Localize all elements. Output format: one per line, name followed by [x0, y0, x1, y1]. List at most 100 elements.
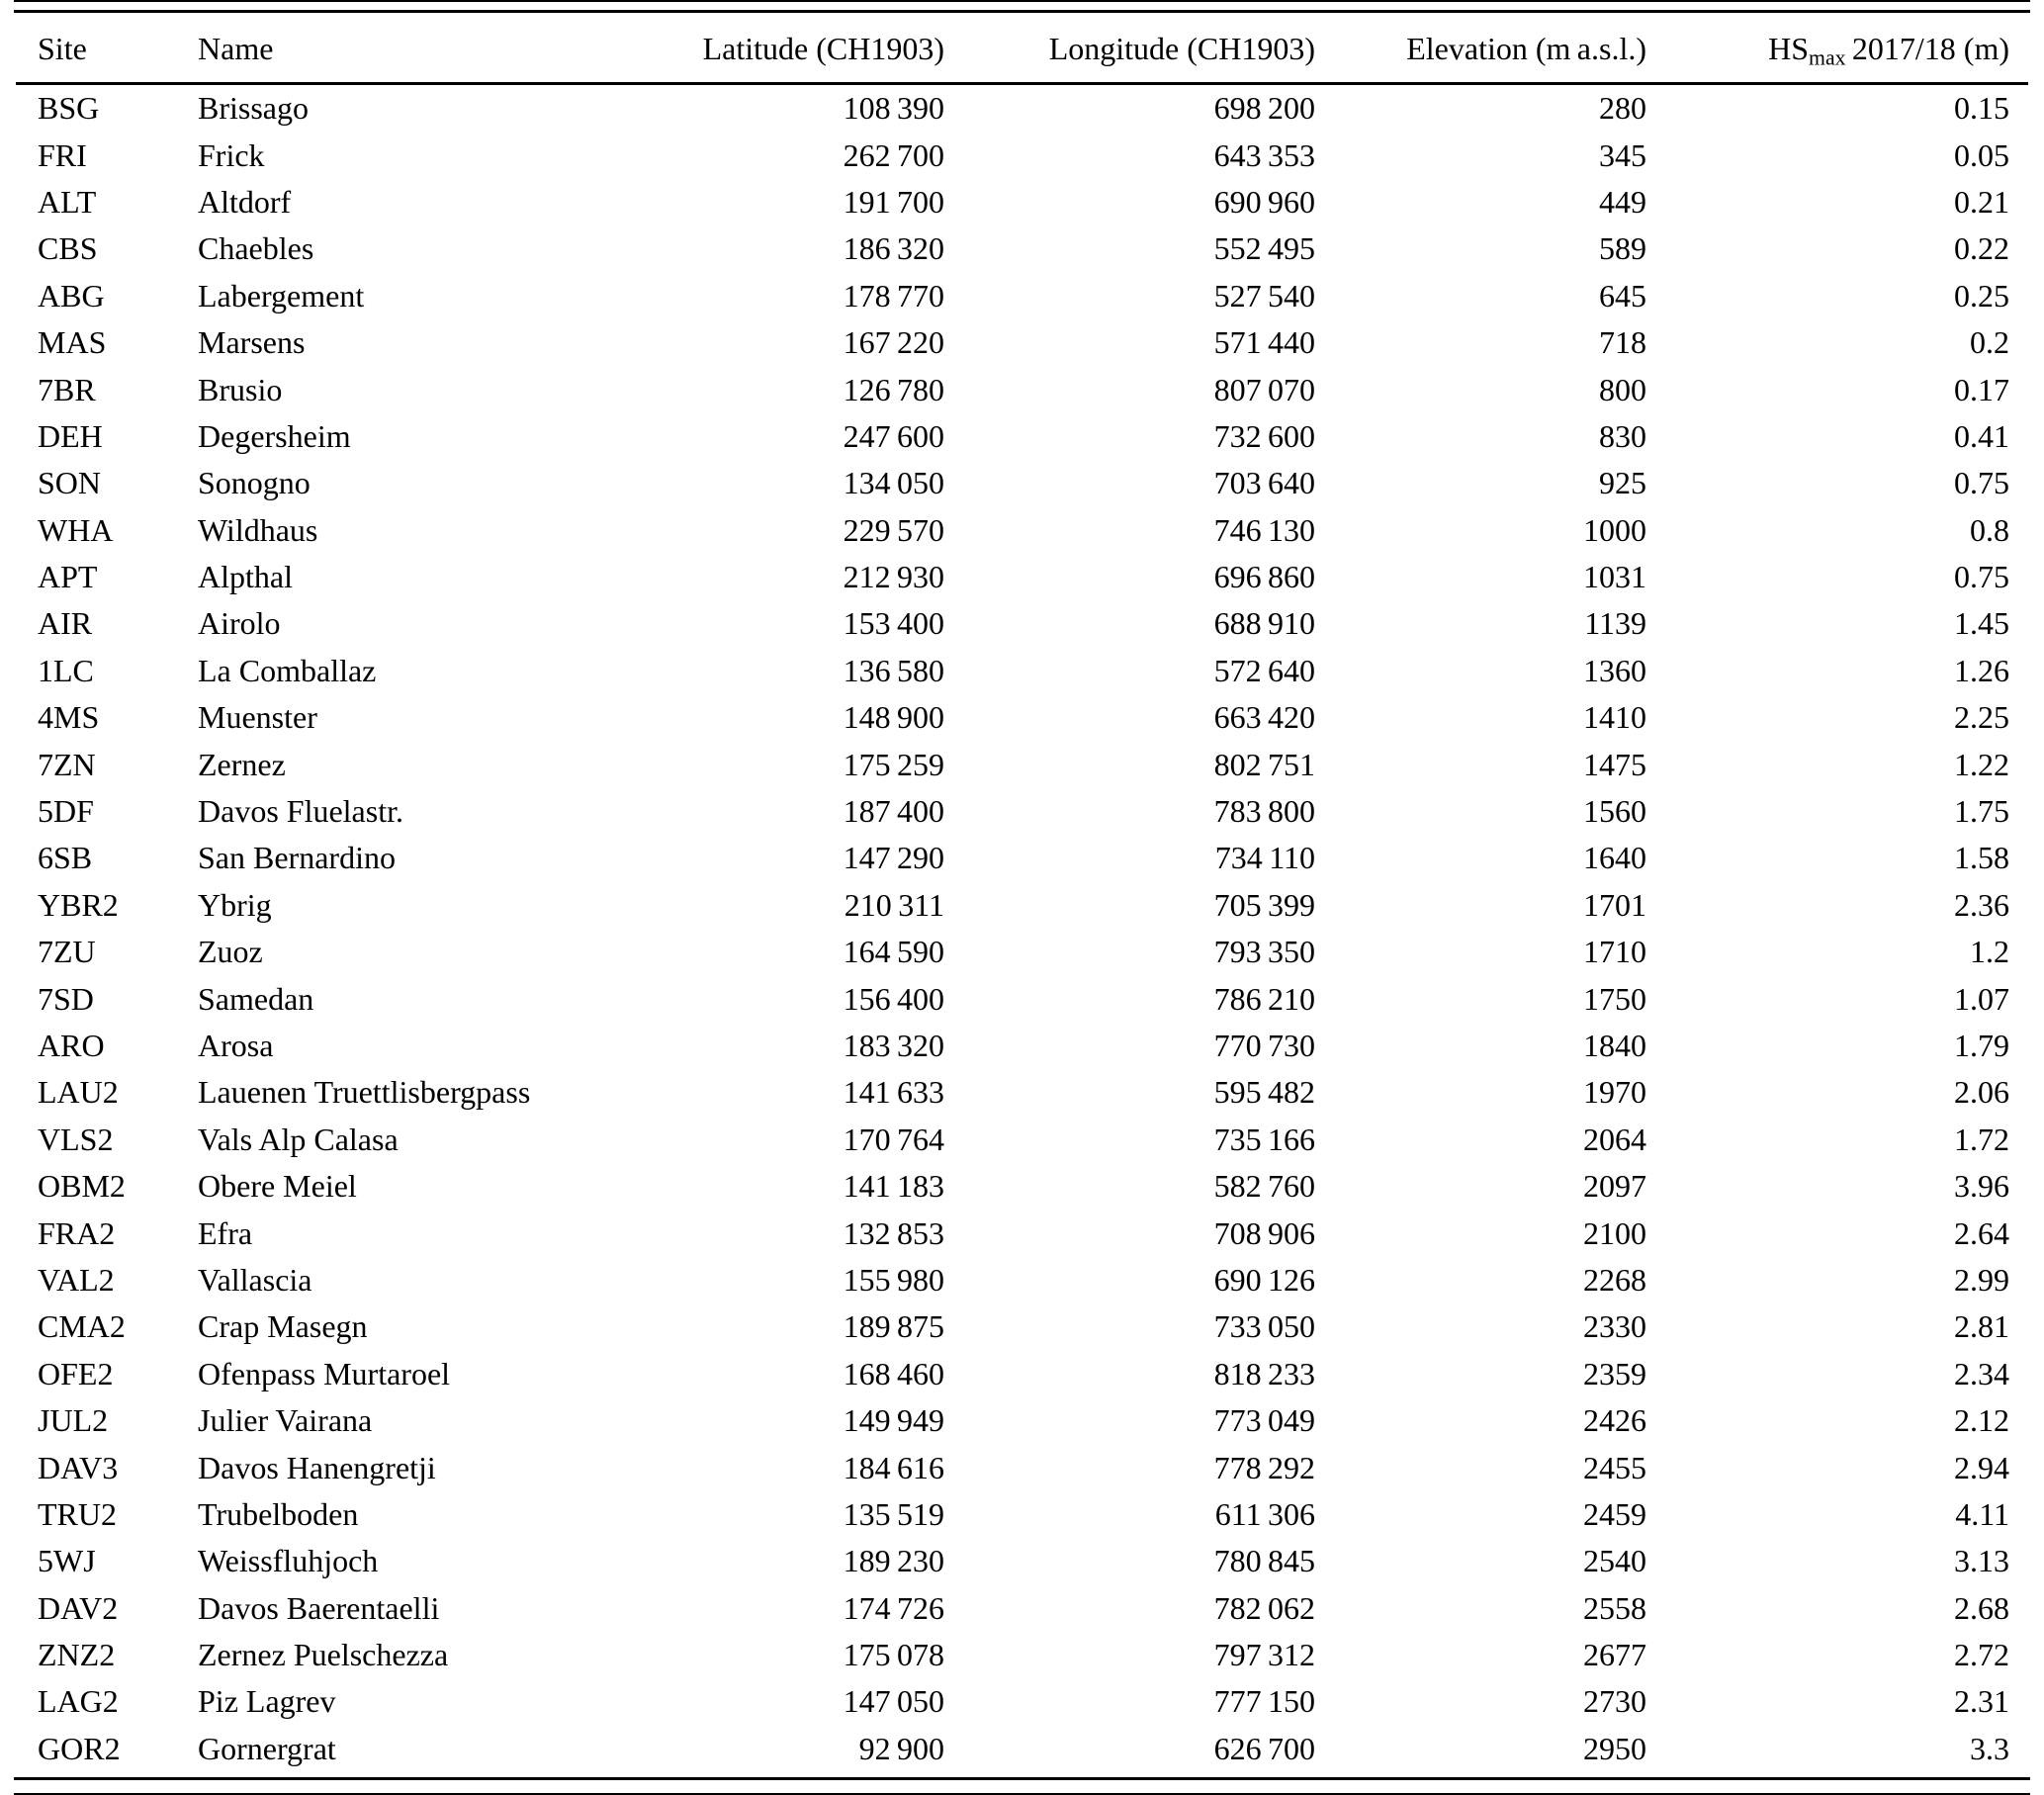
cell-site: CBS — [38, 230, 98, 267]
cell-name: Sonogno — [198, 465, 311, 501]
cell-hsmax: 3.13 — [1954, 1543, 2009, 1579]
cell-site: YBR2 — [38, 886, 119, 923]
cell-site: JUL2 — [38, 1402, 109, 1439]
cell-latitude: 155 980 — [843, 1261, 944, 1298]
cell-hsmax: 0.75 — [1954, 465, 2009, 501]
cell-name: Frick — [198, 136, 265, 173]
cell-longitude: 818 233 — [1213, 1355, 1315, 1391]
table-header: Site Name Latitude (CH1903) Longitude (C… — [16, 15, 2028, 85]
cell-hsmax: 0.22 — [1954, 230, 2009, 267]
cell-latitude: 141 183 — [843, 1168, 944, 1205]
table-row: CMA2 Crap Masegn 189 875 733 050 2330 2.81 — [16, 1303, 2028, 1350]
cell-longitude: 770 730 — [1213, 1028, 1315, 1063]
cell-site: VAL2 — [38, 1261, 115, 1298]
cell-site: SON — [38, 465, 102, 501]
cell-name: Samedan — [198, 980, 314, 1017]
cell-hsmax: 2.31 — [1954, 1683, 2009, 1720]
cell-name: Marsens — [198, 324, 306, 361]
cell-hsmax: 2.68 — [1954, 1589, 2009, 1626]
table-row: VAL2 Vallascia 155 980 690 126 2268 2.99 — [16, 1257, 2028, 1303]
cell-name: Julier Vairana — [198, 1402, 373, 1439]
cell-site: LAU2 — [38, 1074, 119, 1111]
cell-name: Obere Meiel — [198, 1168, 357, 1205]
cell-elevation: 2730 — [1583, 1683, 1646, 1720]
cell-elevation: 1360 — [1583, 652, 1646, 688]
cell-latitude: 210 311 — [844, 886, 944, 923]
cell-elevation: 2950 — [1583, 1730, 1646, 1766]
cell-latitude: 175 078 — [843, 1637, 944, 1673]
cell-name: Airolo — [198, 605, 281, 642]
cell-longitude: 708 906 — [1213, 1214, 1315, 1251]
cell-elevation: 1840 — [1583, 1028, 1646, 1063]
cell-site: 7ZN — [38, 746, 96, 782]
column-header-name: Name — [198, 15, 648, 85]
cell-site: 7BR — [38, 371, 96, 407]
table-row: GOR2 Gornergrat 92 900 626 700 2950 3.3 — [16, 1726, 2028, 1772]
cell-site: DAV2 — [38, 1589, 119, 1626]
cell-site: DEH — [38, 417, 103, 454]
cell-site: 1LC — [38, 652, 94, 688]
cell-longitude: 698 200 — [1213, 90, 1315, 127]
cell-elevation: 1970 — [1583, 1074, 1646, 1111]
table-row: CBS Chaebles 186 320 552 495 589 0.22 — [16, 225, 2028, 272]
cell-latitude: 191 700 — [843, 183, 944, 220]
cell-hsmax: 2.36 — [1954, 886, 2009, 923]
cell-latitude: 92 900 — [858, 1730, 944, 1766]
table-bottom-edge-rule — [14, 1793, 2030, 1795]
cell-elevation: 2426 — [1583, 1402, 1646, 1439]
table-row: 1LC La Comballaz 136 580 572 640 1360 1.26 — [16, 648, 2028, 694]
cell-elevation: 2540 — [1583, 1543, 1646, 1579]
cell-elevation: 1560 — [1583, 793, 1646, 830]
cell-latitude: 186 320 — [843, 230, 944, 267]
table-row: APT Alpthal 212 930 696 860 1031 0.75 — [16, 554, 2028, 600]
cell-longitude: 643 353 — [1213, 136, 1315, 173]
cell-latitude: 153 400 — [843, 605, 944, 642]
cell-elevation: 345 — [1599, 136, 1646, 173]
cell-elevation: 2459 — [1583, 1495, 1646, 1532]
cell-hsmax: 0.05 — [1954, 136, 2009, 173]
cell-longitude: 527 540 — [1213, 277, 1315, 314]
table-row: ARO Arosa 183 320 770 730 1840 1.79 — [16, 1023, 2028, 1069]
table-row: 7BR Brusio 126 780 807 070 800 0.17 — [16, 366, 2028, 412]
cell-longitude: 802 751 — [1213, 746, 1315, 782]
cell-latitude: 229 570 — [843, 511, 944, 548]
hsmax-label-subscript: max — [1809, 45, 1846, 69]
cell-site: GOR2 — [38, 1730, 121, 1766]
cell-latitude: 212 930 — [843, 559, 944, 595]
cell-hsmax: 2.72 — [1954, 1637, 2009, 1673]
cell-name: Labergement — [198, 277, 365, 314]
table-row: YBR2 Ybrig 210 311 705 399 1701 2.36 — [16, 882, 2028, 929]
cell-elevation: 1475 — [1583, 746, 1646, 782]
cell-site: VLS2 — [38, 1121, 114, 1157]
cell-hsmax: 4.11 — [1955, 1495, 2009, 1532]
table-row: DEH Degersheim 247 600 732 600 830 0.41 — [16, 413, 2028, 460]
cell-name: Trubelboden — [198, 1495, 359, 1532]
cell-latitude: 149 949 — [843, 1402, 944, 1439]
cell-elevation: 2677 — [1583, 1637, 1646, 1673]
cell-longitude: 797 312 — [1213, 1637, 1315, 1673]
cell-longitude: 746 130 — [1213, 511, 1315, 548]
table-row: ALT Altdorf 191 700 690 960 449 0.21 — [16, 179, 2028, 225]
table-body: BSG Brissago 108 390 698 200 280 0.15 FRI Frick… — [16, 84, 2028, 1773]
column-header-hsmax: HSmax 2017/18 (m) — [1646, 15, 2028, 85]
cell-longitude: 732 600 — [1213, 417, 1315, 454]
cell-site: 5WJ — [38, 1543, 96, 1579]
cell-hsmax: 2.12 — [1954, 1402, 2009, 1439]
cell-name: Davos Baerentaelli — [198, 1589, 440, 1626]
cell-hsmax: 3.96 — [1954, 1168, 2009, 1205]
cell-elevation: 1750 — [1583, 980, 1646, 1017]
cell-name: Zuoz — [198, 934, 263, 970]
table-row: 7ZN Zernez 175 259 802 751 1475 1.22 — [16, 741, 2028, 787]
cell-longitude: 734 110 — [1214, 840, 1315, 876]
cell-longitude: 663 420 — [1213, 699, 1315, 736]
cell-site: WHA — [38, 511, 114, 548]
cell-name: Wildhaus — [198, 511, 318, 548]
cell-latitude: 108 390 — [843, 90, 944, 127]
cell-latitude: 174 726 — [843, 1589, 944, 1626]
cell-latitude: 189 230 — [843, 1543, 944, 1579]
cell-elevation: 1710 — [1583, 934, 1646, 970]
cell-latitude: 156 400 — [843, 980, 944, 1017]
cell-site: AIR — [38, 605, 93, 642]
cell-latitude: 126 780 — [843, 371, 944, 407]
cell-hsmax: 0.21 — [1954, 183, 2009, 220]
